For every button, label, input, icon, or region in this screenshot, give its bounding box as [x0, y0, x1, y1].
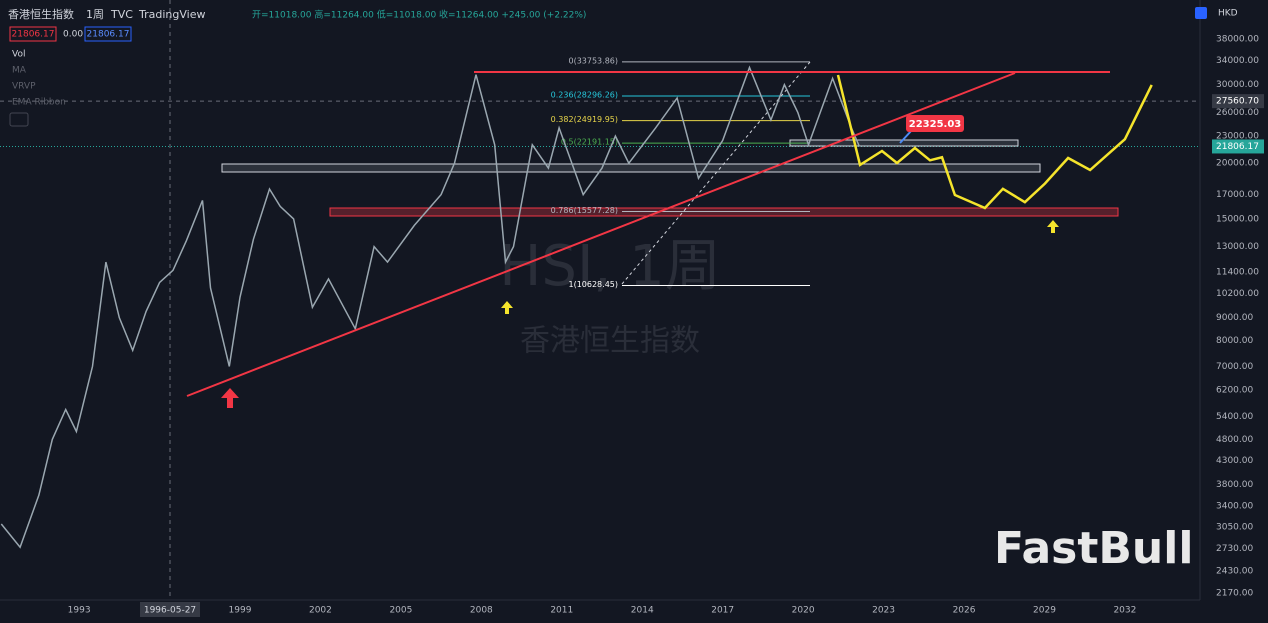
y-tick-label: 2730.00 [1216, 544, 1253, 554]
fib-label: 0.786(15577.28) [551, 206, 618, 215]
x-tick-label: 2005 [389, 606, 412, 616]
y-tick-label: 15000.00 [1216, 214, 1259, 224]
y-tick-label: 4300.00 [1216, 456, 1253, 466]
watermark-subtitle: 香港恒生指数 [520, 324, 700, 359]
fib-label: 0.5(22191.15) [561, 138, 618, 147]
support-box [221, 163, 1041, 173]
spread: 0.00 [63, 30, 83, 40]
sell[interactable]: 21806.17 [12, 30, 55, 40]
crosshair-date-box [140, 602, 200, 617]
last-price-box [1212, 139, 1264, 154]
series-line [836, 74, 1153, 210]
x-tick-label: 2032 [1113, 606, 1136, 616]
callout-box [906, 115, 964, 132]
y-tick-label: 26000.00 [1216, 108, 1259, 118]
last-price: 21806.17 [1216, 142, 1259, 152]
fib-label: 0.382(24919.95) [551, 115, 618, 124]
currency: HKD [1218, 9, 1238, 19]
symbol: 香港恒生指数 [8, 7, 74, 21]
y-tick-label: 34000.00 [1216, 56, 1259, 66]
sell-box[interactable] [9, 26, 57, 42]
series-line [0, 65, 861, 549]
x-tick-label: 2017 [711, 606, 734, 616]
watermark-title: HSI, 1周 [499, 234, 720, 299]
y-tick-label: 3400.00 [1216, 502, 1253, 512]
buy-box[interactable] [84, 26, 132, 42]
time-axis [0, 600, 1268, 619]
arrow [1047, 220, 1059, 233]
axes: 38000.00 34000.00 30000.00 26000.00 23000.00… [68, 34, 1264, 617]
target-box [789, 139, 1019, 147]
x-tick-label: 2011 [550, 606, 573, 616]
y-tick-label: 20000.00 [1216, 159, 1259, 169]
brand: FastBull [994, 523, 1193, 574]
source: TVC [110, 8, 133, 21]
y-tick-label: 38000.00 [1216, 34, 1259, 44]
y-tick-label: 10200.00 [1216, 289, 1259, 299]
indicator-label: MA [12, 66, 27, 76]
fib-label: 1(10628.45) [568, 280, 618, 289]
indicators: Vol MA VRVP EMA Ribbon [12, 50, 66, 108]
platform: TradingView [138, 8, 205, 21]
y-tick-label: 2430.00 [1216, 567, 1253, 577]
y-tick-label: 3800.00 [1216, 480, 1253, 490]
indicator-label: Vol [12, 50, 25, 60]
x-tick-label: 2023 [872, 606, 895, 616]
crosshair-price: 27560.70 [1216, 97, 1259, 107]
callout-pointer [899, 129, 913, 144]
y-tick-label: 6200.00 [1216, 385, 1253, 395]
arrow [221, 388, 239, 408]
crosshair-date: 1996-05-27 [144, 606, 196, 616]
x-tick-label: 1993 [68, 606, 91, 616]
y-tick-label: 7000.00 [1216, 362, 1253, 372]
x-tick-label: 2002 [309, 606, 332, 616]
y-tick-label: 17000.00 [1216, 190, 1259, 200]
y-tick-label: 2170.00 [1216, 589, 1253, 599]
y-tick-label: 13000.00 [1216, 242, 1259, 252]
x-tick-label: 2020 [792, 606, 815, 616]
y-tick-label: 8000.00 [1216, 336, 1253, 346]
y-tick-label: 23000.00 [1216, 132, 1259, 142]
x-tick-label: 2014 [631, 606, 654, 616]
fib-retracement: 0(33753.86) 0.236(28296.26) 0.382(24919.95… [551, 56, 810, 289]
crosshair-price-box [1212, 94, 1264, 109]
trend-line [186, 72, 1016, 397]
y-tick-label: 11400.00 [1216, 267, 1259, 277]
buy[interactable]: 21806.17 [87, 30, 130, 40]
plot [0, 65, 1153, 549]
x-tick-label: 2008 [470, 606, 493, 616]
callout: 22325.03 [909, 119, 962, 130]
x-tick-label: 2026 [953, 606, 976, 616]
indicator-label: EMA Ribbon [12, 98, 66, 108]
y-tick-label: 9000.00 [1216, 313, 1253, 323]
y-tick-label: 3050.00 [1216, 523, 1253, 533]
y-tick-label: 4800.00 [1216, 435, 1253, 445]
settings-icon[interactable] [1195, 7, 1207, 19]
fib-label: 0.236(28296.26) [551, 91, 618, 100]
x-tick-label: 2029 [1033, 606, 1056, 616]
ohlc: 开=11018.00 高=11264.00 低=11018.00 收=11264… [252, 9, 586, 21]
interval: 1周 [86, 8, 104, 21]
x-tick-label: 1999 [229, 606, 252, 616]
y-tick-label: 30000.00 [1216, 80, 1259, 90]
indicator-label: VRVP [12, 82, 36, 92]
fib-label: 0(33753.86) [568, 56, 618, 65]
collapse-button[interactable] [9, 112, 29, 127]
y-tick-label: 5400.00 [1216, 412, 1253, 422]
arrow [501, 301, 513, 314]
